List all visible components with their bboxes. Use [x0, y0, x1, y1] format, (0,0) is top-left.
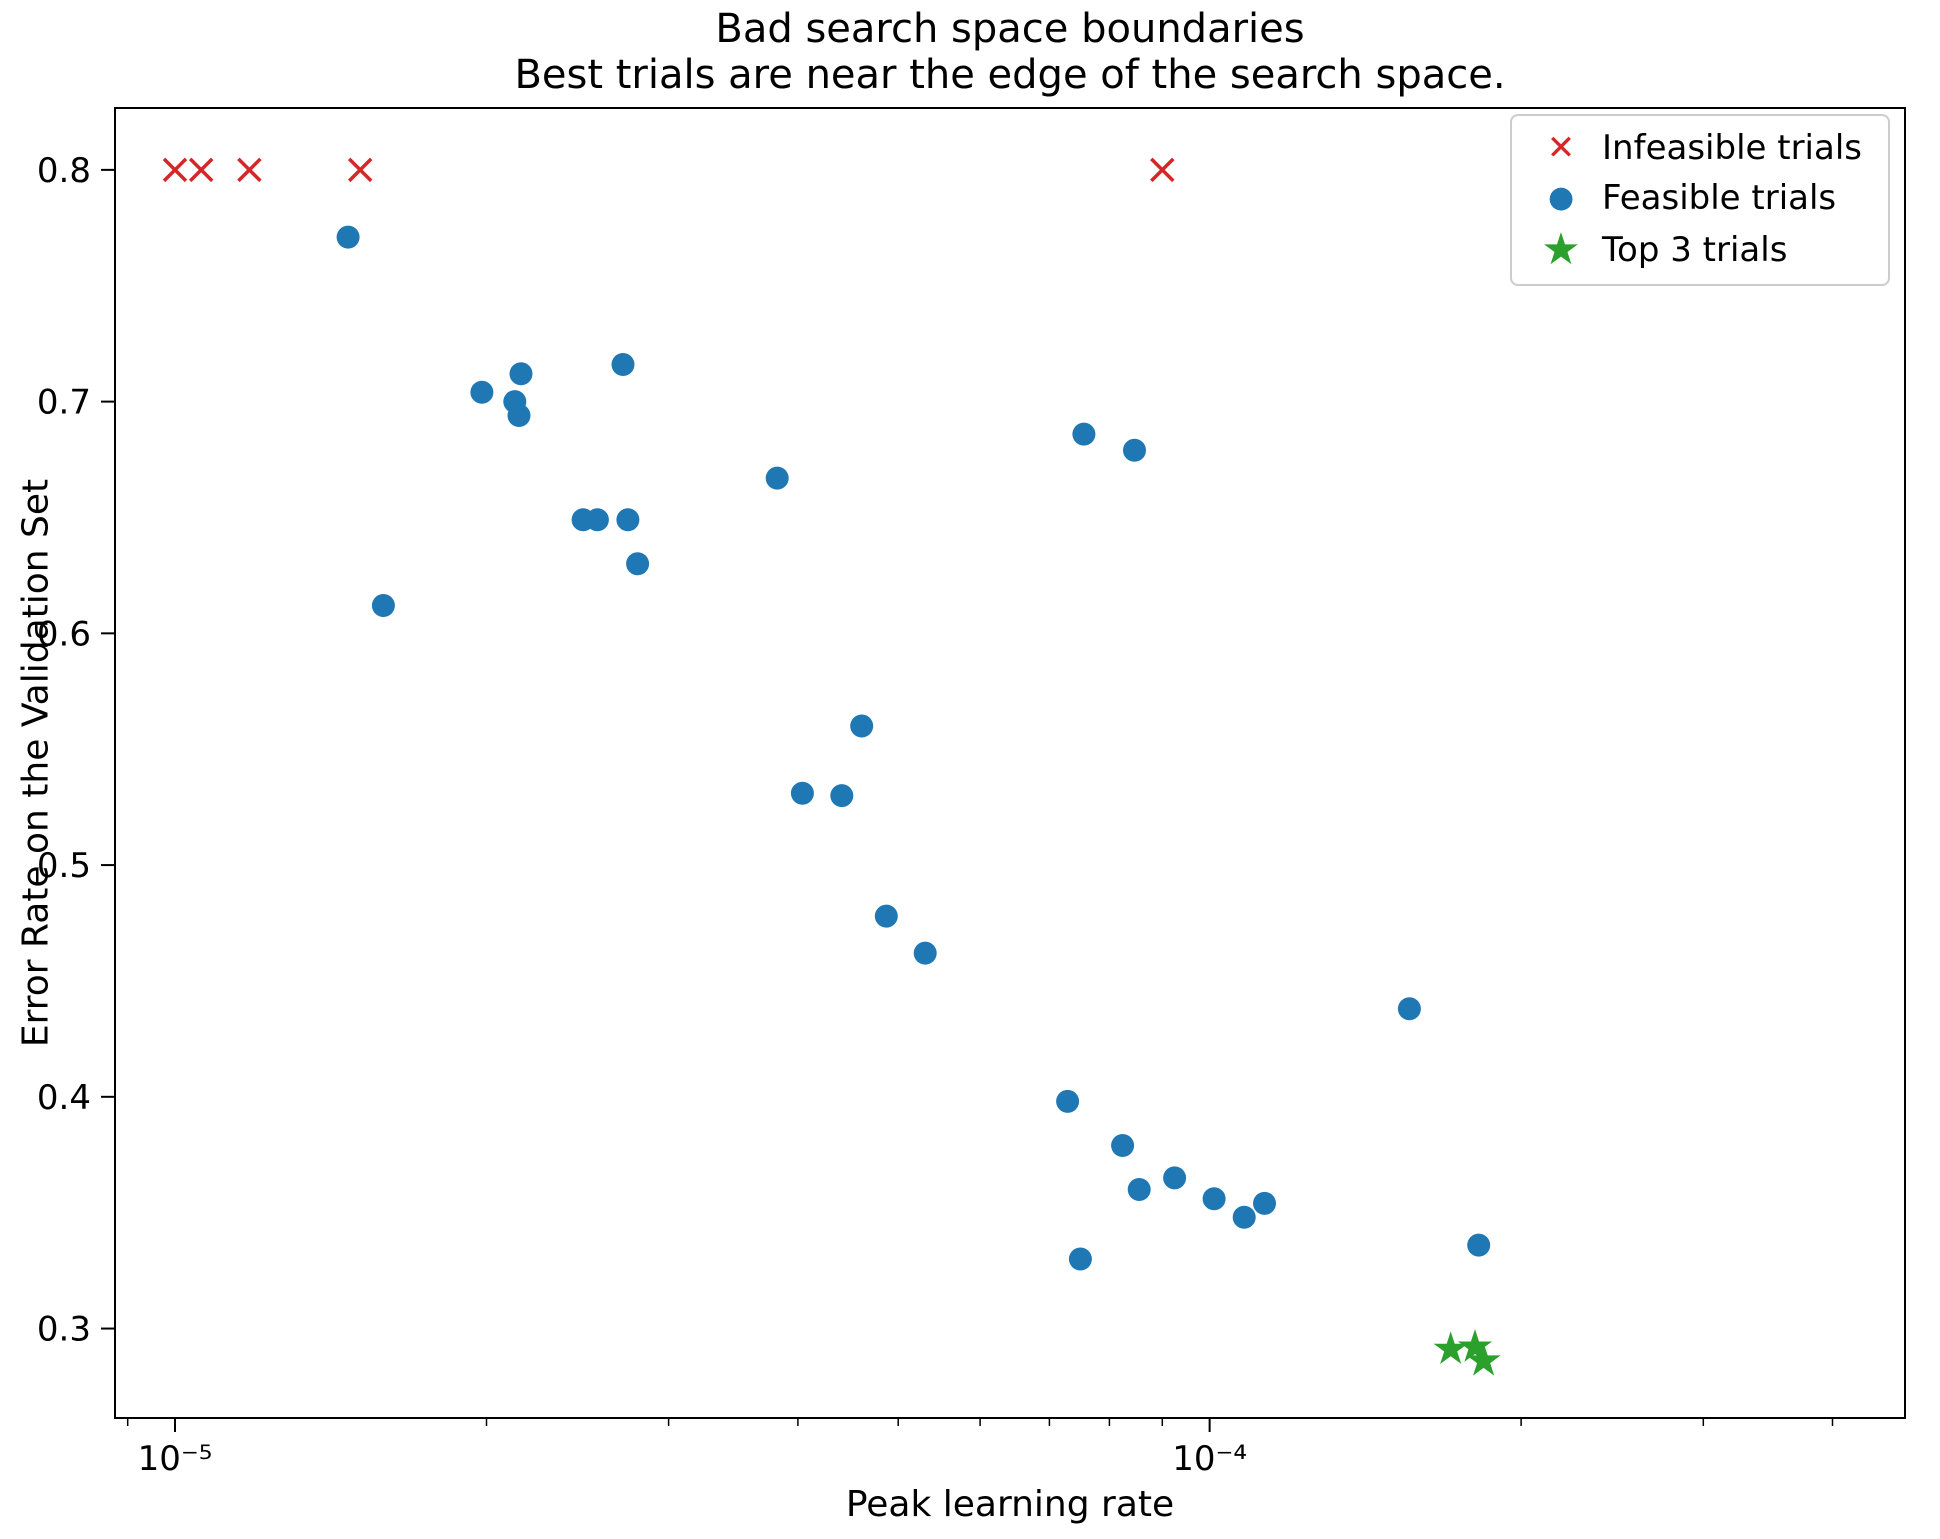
point — [470, 380, 494, 404]
y-axis-label: Error Rate on the Validation Set — [15, 478, 57, 1048]
x-minor-ticks — [126, 1418, 1834, 1426]
x-axis-label: Peak learning rate — [845, 1484, 1175, 1525]
point — [1111, 1134, 1135, 1157]
point — [507, 404, 531, 427]
chart-title-line2: Best trials are near the edge of the sea… — [514, 52, 1506, 99]
series-feasible-trials — [336, 225, 1491, 1271]
point — [1457, 1329, 1493, 1362]
point — [1433, 1331, 1468, 1364]
point — [347, 157, 373, 183]
legend-item-feasible: ● Feasible trials — [1526, 178, 1862, 218]
legend-label-feasible: Feasible trials — [1602, 178, 1837, 218]
point — [1232, 1205, 1256, 1229]
point — [1467, 1233, 1491, 1257]
point — [830, 784, 854, 808]
point — [237, 157, 262, 183]
point — [1466, 1343, 1501, 1376]
point — [1397, 997, 1421, 1021]
y-tick-label: 0.6 — [37, 614, 91, 654]
point — [162, 157, 188, 183]
point — [790, 781, 814, 805]
point — [626, 552, 650, 576]
point — [1202, 1187, 1226, 1211]
x-tick-label: 10⁻⁵ — [138, 1439, 213, 1479]
legend: ✕ Infeasible trials ● Feasible trials ★ … — [1510, 114, 1890, 286]
chart-title: Bad search space boundaries Best trials … — [115, 6, 1905, 99]
point — [765, 466, 789, 490]
star-marker-icon: ★ — [1541, 224, 1581, 275]
y-tick-label: 0.8 — [37, 151, 91, 191]
point — [188, 157, 214, 183]
point — [371, 594, 395, 617]
point — [336, 225, 360, 249]
x-tick-label: 10⁻⁴ — [1172, 1439, 1247, 1479]
y-tick-label: 0.7 — [37, 383, 91, 423]
y-axis-ticks: 0.3 0.4 0.5 0.6 0.7 0.8 — [37, 151, 115, 1350]
legend-item-infeasible: ✕ Infeasible trials — [1526, 128, 1862, 168]
point — [611, 353, 635, 376]
legend-label-infeasible: Infeasible trials — [1602, 128, 1862, 168]
y-tick-label: 0.3 — [37, 1310, 91, 1350]
circle-marker-icon: ● — [1547, 180, 1575, 215]
point — [585, 508, 609, 532]
point — [1127, 1178, 1151, 1201]
x-marker-icon: ✕ — [1546, 128, 1576, 168]
point — [1150, 157, 1175, 183]
point — [874, 904, 898, 928]
point — [1068, 1247, 1092, 1271]
legend-item-top3: ★ Top 3 trials — [1526, 228, 1862, 272]
series-infeasible-trials — [162, 157, 1175, 183]
y-tick-label: 0.4 — [37, 1078, 91, 1118]
point — [1072, 422, 1096, 446]
y-tick-label: 0.5 — [37, 846, 91, 886]
point — [1123, 438, 1146, 462]
legend-label-top3: Top 3 trials — [1602, 230, 1788, 270]
x-axis-ticks: 10⁻⁵ 10⁻⁴ — [138, 1418, 1247, 1479]
point — [616, 508, 640, 532]
point — [1056, 1089, 1080, 1113]
plot-area — [114, 107, 1906, 1419]
series-top-3-trials — [1433, 1329, 1501, 1376]
point — [913, 941, 937, 965]
point — [509, 362, 533, 386]
point — [850, 714, 874, 738]
chart-title-line1: Bad search space boundaries — [715, 6, 1305, 52]
point — [1253, 1191, 1276, 1215]
point — [1163, 1166, 1187, 1190]
